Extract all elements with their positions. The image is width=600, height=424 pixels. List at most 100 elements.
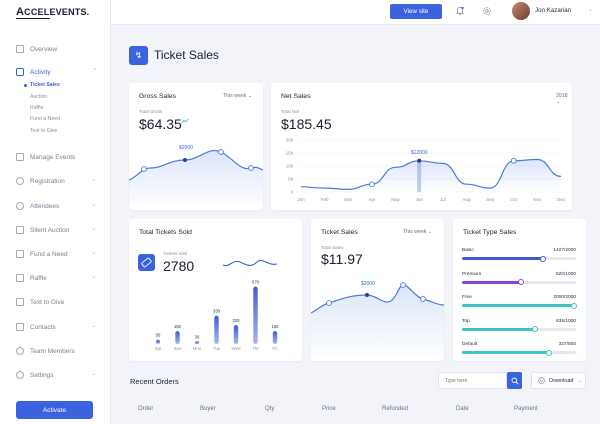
column-header-order[interactable]: Order — [138, 406, 154, 412]
sidebar-item-label: Contacts — [30, 323, 56, 331]
bar-value-label: 150 — [174, 324, 182, 329]
calendar-icon — [16, 153, 24, 161]
column-header-qty[interactable]: Qty — [265, 406, 275, 412]
search-input[interactable] — [438, 372, 507, 389]
download-button[interactable]: Download ⌄ — [531, 372, 586, 389]
y-tick-label: 15k — [286, 151, 294, 156]
overview-icon — [16, 45, 24, 53]
tickets-sparkline — [223, 259, 277, 267]
progress-knob[interactable] — [531, 326, 538, 332]
period-label: This week — [403, 229, 427, 235]
bar-value-label: 50 — [156, 333, 161, 338]
data-point[interactable] — [326, 300, 332, 306]
column-header-refunded[interactable]: Refunded — [382, 406, 409, 412]
y-tick-label: 5k — [288, 177, 294, 182]
chevron-down-icon[interactable]: ⌄ — [588, 7, 593, 13]
data-point[interactable] — [420, 296, 426, 302]
chevron-down-icon: ⌄ — [91, 371, 96, 377]
bar — [272, 331, 278, 344]
y-tick-label: 0 — [290, 190, 293, 195]
subitem-text-to-give[interactable]: Text to Give — [30, 128, 58, 134]
sidebar-item-team-members[interactable]: Team Members — [16, 344, 100, 358]
data-point[interactable] — [400, 282, 406, 288]
ticket-sales-card: Ticket Sales This week ⌄ Total Sales $11… — [311, 219, 444, 361]
subitem-fund-a-need[interactable]: Fund a Need — [30, 116, 60, 122]
users-icon — [16, 202, 24, 210]
x-tick-label: May — [391, 197, 400, 202]
total-sales-label: Total Sales — [321, 245, 344, 250]
sidebar-item-attendees[interactable]: Attendees ⌄ — [16, 199, 100, 213]
ticket-type-value: 1427/2000 — [553, 248, 576, 253]
tooltip-value: $12000 — [411, 150, 428, 156]
period-dropdown[interactable]: This week ⌄ — [223, 93, 252, 99]
chevron-down-icon: ⌄ — [91, 250, 96, 256]
period-label: This week — [223, 93, 247, 99]
progress-knob[interactable] — [518, 279, 525, 285]
chevron-down-icon: ⌄ — [91, 274, 96, 280]
data-point[interactable] — [183, 158, 187, 162]
card-title: Total Tickets Sold — [139, 229, 192, 236]
bar — [233, 325, 239, 344]
x-tick-label: Sep — [486, 197, 495, 202]
column-header-price[interactable]: Price — [322, 406, 336, 412]
sidebar-item-fund-a-need[interactable]: Fund a Need ⌄ — [16, 247, 100, 261]
search-icon — [511, 377, 519, 385]
ticket-sales-chart — [311, 282, 444, 361]
column-header-date[interactable]: Date — [456, 406, 469, 412]
ticket-type-label: Default — [462, 342, 478, 347]
avatar[interactable] — [512, 2, 530, 20]
sidebar-item-contacts[interactable]: Contacts ⌄ — [16, 320, 100, 334]
data-point[interactable] — [365, 293, 369, 297]
subitem-raffle[interactable]: Raffle — [30, 105, 44, 111]
column-header-buyer[interactable]: Buyer — [200, 406, 216, 412]
sidebar-item-activity[interactable]: Activity ^ — [16, 65, 100, 79]
chevron-down-icon: ⌄ — [91, 202, 96, 208]
sidebar: ACCELEVENTS. Overview Activity ^ Ticket S… — [0, 0, 111, 424]
registration-icon — [16, 177, 24, 185]
trend-up-icon — [181, 118, 189, 124]
year-dropdown[interactable]: 2018 ⌄ — [556, 93, 572, 105]
sidebar-item-label: Registration — [30, 177, 65, 185]
x-tick-label: Jan — [297, 197, 305, 202]
data-point[interactable] — [248, 165, 254, 171]
ticket-icon — [138, 254, 155, 271]
username[interactable]: Jon Kazarian — [535, 7, 572, 14]
ticket-type-value: 520/1000 — [555, 271, 576, 277]
progress-knob[interactable] — [539, 255, 546, 262]
x-tick-label: Jul — [440, 197, 446, 202]
x-tick-label: Apr — [368, 197, 376, 202]
column-header-payment[interactable]: Payment — [514, 406, 538, 412]
activate-button[interactable]: Activate — [16, 401, 93, 419]
chevron-down-icon: ⌄ — [427, 229, 433, 235]
sidebar-item-label: Activity — [30, 68, 51, 76]
bar-value-label: 150 — [272, 324, 280, 329]
sidebar-item-label: Overview — [30, 45, 58, 53]
subitem-auction[interactable]: Auction — [30, 94, 48, 100]
progress-fill — [462, 351, 549, 354]
contacts-icon — [16, 323, 24, 331]
download-icon — [538, 377, 545, 384]
progress-knob[interactable] — [570, 302, 577, 309]
gear-icon[interactable] — [482, 6, 492, 16]
heart-hand-icon — [16, 250, 24, 258]
view-site-button[interactable]: View site — [390, 4, 442, 19]
bar-value-label: 220 — [233, 318, 241, 323]
bolt-icon — [16, 68, 24, 76]
brand-logo[interactable]: ACCELEVENTS. — [16, 6, 90, 18]
sidebar-item-silent-auction[interactable]: Silent Auction ⌄ — [16, 223, 100, 237]
sidebar-item-raffle[interactable]: Raffle ⌄ — [16, 271, 100, 285]
search-button[interactable] — [507, 372, 522, 389]
sidebar-item-text-to-give[interactable]: Text to Give — [16, 295, 100, 309]
bell-icon[interactable] — [455, 6, 465, 16]
sidebar-item-settings[interactable]: Settings ⌄ — [16, 368, 100, 382]
data-point[interactable] — [218, 149, 224, 155]
year-label: 2018 — [556, 93, 568, 99]
subitem-ticket-sales[interactable]: Ticket Sales — [24, 82, 60, 88]
chevron-down-icon: ⌄ — [91, 226, 96, 232]
sidebar-item-registration[interactable]: Registration ⌄ — [16, 174, 100, 188]
sidebar-item-manage-events[interactable]: Manage Events — [16, 150, 100, 164]
data-point[interactable] — [141, 166, 147, 172]
period-dropdown[interactable]: This week ⌄ — [403, 229, 432, 235]
sidebar-item-overview[interactable]: Overview — [16, 42, 100, 56]
progress-knob[interactable] — [545, 349, 552, 356]
